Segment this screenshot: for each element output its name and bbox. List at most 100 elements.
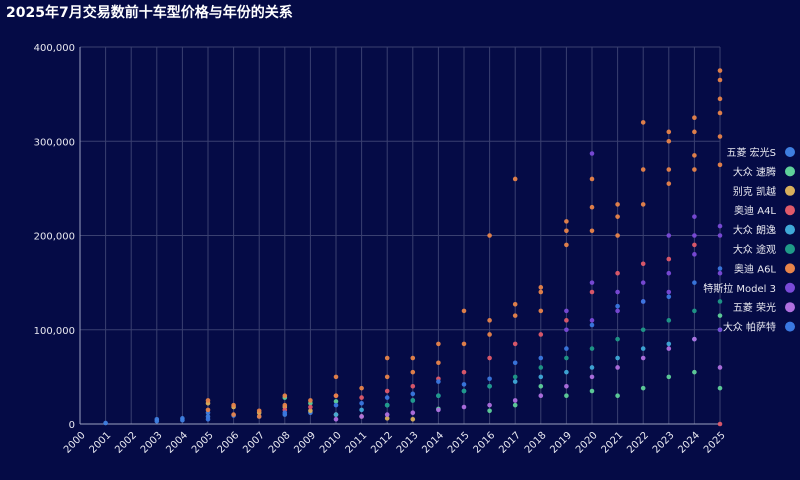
data-point — [461, 308, 467, 314]
data-point — [359, 400, 364, 406]
chart-title: 2025年7月交易数前十车型价格与年份的关系 — [6, 5, 293, 21]
data-point — [512, 313, 518, 318]
legend-label: 大众 朗逸 — [733, 224, 776, 237]
data-point — [717, 77, 723, 83]
data-point — [717, 385, 723, 391]
data-point — [692, 153, 697, 158]
legend-item[interactable]: 大众 速腾 — [733, 165, 795, 178]
legend-label: 奥迪 A4L — [734, 204, 776, 217]
legend-item[interactable]: 大众 朗逸 — [733, 224, 795, 237]
x-tick-label: 2000 — [62, 430, 88, 456]
data-point — [384, 355, 390, 361]
data-point — [564, 355, 569, 361]
legend-label: 奥迪 A6L — [734, 262, 776, 275]
data-point — [692, 233, 697, 238]
series-layer — [103, 68, 723, 427]
legend-marker — [785, 263, 795, 274]
data-point — [666, 289, 672, 295]
data-point — [512, 374, 518, 380]
x-tick-label: 2019 — [548, 430, 574, 456]
data-point — [692, 280, 697, 285]
data-point — [461, 382, 467, 387]
y-tick-label: 200,000 — [34, 232, 75, 243]
data-point — [640, 167, 646, 172]
data-point — [564, 393, 569, 399]
data-point — [589, 318, 595, 323]
data-point — [589, 388, 595, 394]
legend-marker — [785, 147, 795, 157]
legend-item[interactable]: 大众 帕萨特 — [723, 321, 795, 334]
data-point — [538, 285, 544, 290]
x-tick-label: 2005 — [190, 430, 216, 456]
series-9 — [333, 336, 723, 422]
legend-marker — [785, 224, 795, 235]
data-point — [692, 308, 697, 314]
data-point — [410, 369, 416, 375]
data-point — [717, 223, 723, 229]
legend-marker — [785, 302, 795, 313]
data-point — [640, 280, 646, 285]
data-point — [308, 404, 313, 410]
legend-item[interactable]: 别克 凯越 — [733, 185, 795, 198]
data-point — [640, 355, 646, 361]
data-point — [538, 355, 544, 361]
legend-item[interactable]: 奥迪 A6L — [734, 262, 795, 275]
data-point — [640, 299, 646, 304]
data-point — [256, 408, 262, 414]
data-point — [666, 256, 672, 262]
x-tick-label: 2009 — [292, 430, 318, 456]
data-point — [487, 318, 492, 323]
legend-marker — [785, 166, 795, 177]
legend-marker — [785, 244, 795, 254]
data-point — [384, 374, 390, 380]
legend-item[interactable]: 大众 途观 — [733, 243, 795, 256]
data-point — [615, 355, 620, 361]
data-point — [564, 369, 569, 375]
data-point — [538, 393, 544, 399]
data-point — [436, 360, 441, 366]
data-point — [564, 384, 569, 389]
data-point — [436, 393, 441, 399]
data-point — [436, 379, 441, 384]
data-point — [359, 414, 364, 419]
series-2 — [282, 313, 723, 414]
data-point — [308, 408, 313, 414]
legend-item[interactable]: 特斯拉 Model 3 — [703, 282, 795, 295]
data-point — [384, 412, 390, 417]
x-tick-label: 2006 — [216, 430, 242, 456]
data-point — [487, 233, 492, 238]
legend-marker — [785, 282, 795, 293]
data-point — [717, 327, 723, 333]
data-point — [103, 420, 108, 426]
data-point — [538, 308, 544, 314]
data-point — [589, 280, 595, 285]
data-point — [461, 341, 467, 347]
data-point — [717, 299, 723, 304]
data-point — [487, 355, 492, 361]
legend-item[interactable]: 五菱 荣光 — [733, 301, 795, 314]
legend-label: 大众 途观 — [733, 243, 776, 256]
x-tick-label: 2024 — [676, 430, 702, 456]
data-point — [564, 228, 569, 234]
legend-label: 大众 速腾 — [733, 165, 776, 178]
data-point — [717, 313, 723, 318]
legend-item[interactable]: 奥迪 A4L — [734, 204, 795, 217]
legend-item[interactable]: 五菱 宏光S — [726, 146, 795, 159]
data-point — [717, 162, 723, 168]
data-point — [333, 416, 339, 422]
data-point — [384, 388, 390, 394]
data-point — [512, 176, 518, 182]
data-point — [692, 214, 697, 219]
data-point — [666, 270, 672, 276]
data-point — [512, 379, 518, 384]
legend-label: 五菱 荣光 — [733, 301, 776, 314]
data-point — [410, 355, 416, 361]
x-tick-label: 2014 — [420, 430, 446, 456]
data-point — [384, 416, 390, 421]
data-point — [589, 228, 595, 234]
data-point — [640, 202, 646, 207]
data-point — [538, 332, 544, 337]
data-point — [692, 252, 697, 257]
